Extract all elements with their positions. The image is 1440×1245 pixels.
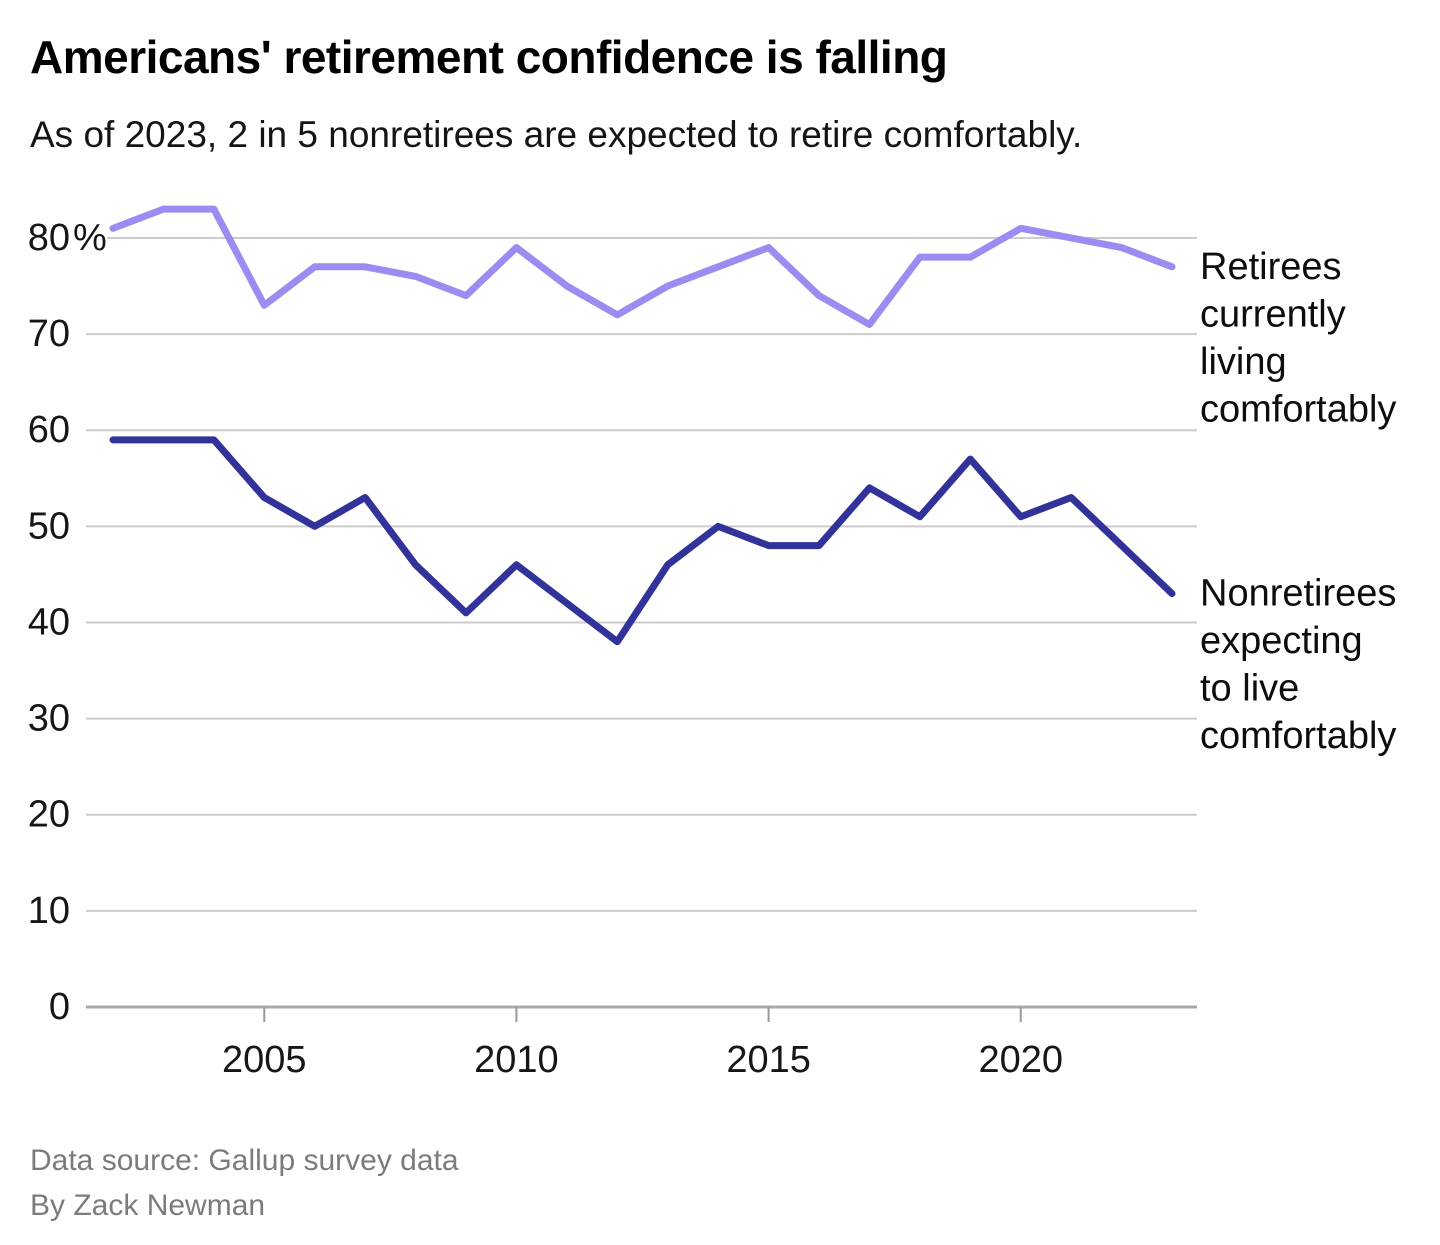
series-line-nonretirees xyxy=(109,436,1176,646)
series-label-retirees-line-4: comfortably xyxy=(1200,388,1396,430)
x-tick-label-2015: 2015 xyxy=(726,1039,811,1081)
series-line-retirees xyxy=(109,205,1176,328)
series-label-retirees-line-2: currently xyxy=(1200,293,1346,335)
x-tick-label-2005: 2005 xyxy=(222,1039,307,1081)
y-tick-label-60: 60 xyxy=(28,409,70,451)
series-label-nonretirees-line-3: to live xyxy=(1200,668,1299,710)
y-tick-label-20: 20 xyxy=(28,794,70,836)
x-tick-label-2010: 2010 xyxy=(474,1039,559,1081)
chart-subtitle: As of 2023, 2 in 5 nonretirees are expec… xyxy=(30,114,1083,155)
series-label-retirees-line-3: living xyxy=(1200,341,1287,383)
y-tick-label-70: 70 xyxy=(28,313,70,355)
chart-footer: Data source: Gallup survey data By Zack … xyxy=(30,1138,459,1228)
y-tick-label-80: 80 xyxy=(28,217,70,259)
y-tick-label-0: 0 xyxy=(49,986,70,1028)
series-label-retirees-line-1: Retirees xyxy=(1200,246,1342,288)
x-tick-label-2020: 2020 xyxy=(978,1039,1063,1081)
series-label-nonretirees-line-2: expecting xyxy=(1200,620,1363,662)
series-label-nonretirees-line-4: comfortably xyxy=(1200,715,1396,757)
y-tick-suffix: % xyxy=(73,217,107,259)
y-tick-label-40: 40 xyxy=(28,601,70,643)
byline: By Zack Newman xyxy=(30,1189,266,1222)
chart-title: Americans' retirement confidence is fall… xyxy=(30,31,948,83)
y-tick-label-30: 30 xyxy=(28,698,70,740)
y-tick-label-10: 10 xyxy=(28,890,70,932)
series-label-nonretirees-line-1: Nonretirees xyxy=(1200,573,1396,615)
y-tick-label-50: 50 xyxy=(28,505,70,547)
data-source-note: Data source: Gallup survey data xyxy=(30,1144,459,1177)
